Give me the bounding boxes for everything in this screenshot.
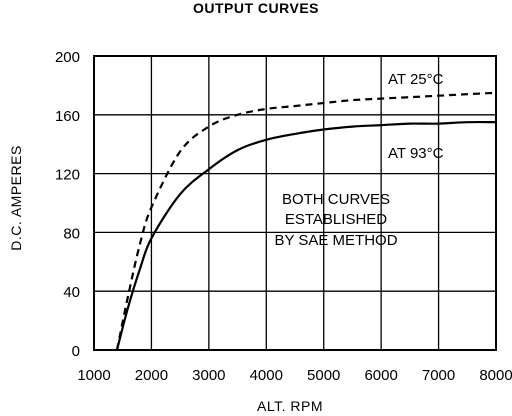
plot-frame [93,55,497,351]
series-line-93c [115,120,497,351]
annotation-line: BY SAE METHOD [274,232,397,249]
series-label-93c: AT 93°C [388,145,444,162]
chart-title: OUTPUT CURVES [192,0,320,16]
x-tick-label: 7000 [422,367,455,384]
y-tick-label: 80 [63,225,80,242]
y-tick-label: 120 [55,167,80,184]
y-tick-label: 200 [55,49,80,66]
y-tick-label: 40 [63,284,80,301]
x-axis-label: ALT. RPM [257,398,323,414]
series-label-25c: AT 25°C [388,71,444,88]
x-tick-label: 4000 [250,367,283,384]
series-line-25c [115,91,497,351]
annotation-line: BOTH CURVES [282,191,390,208]
x-tick-label: 2000 [135,367,168,384]
x-tick-label: 1000 [77,367,110,384]
x-tick-label: 3000 [192,367,225,384]
x-tick-label: 6000 [364,367,397,384]
y-tick-label: 160 [55,108,80,125]
annotation-line: ESTABLISHED [285,211,387,228]
y-tick-label: 0 [72,343,80,360]
x-tick-label: 8000 [479,367,512,384]
x-tick-label: 5000 [307,367,340,384]
